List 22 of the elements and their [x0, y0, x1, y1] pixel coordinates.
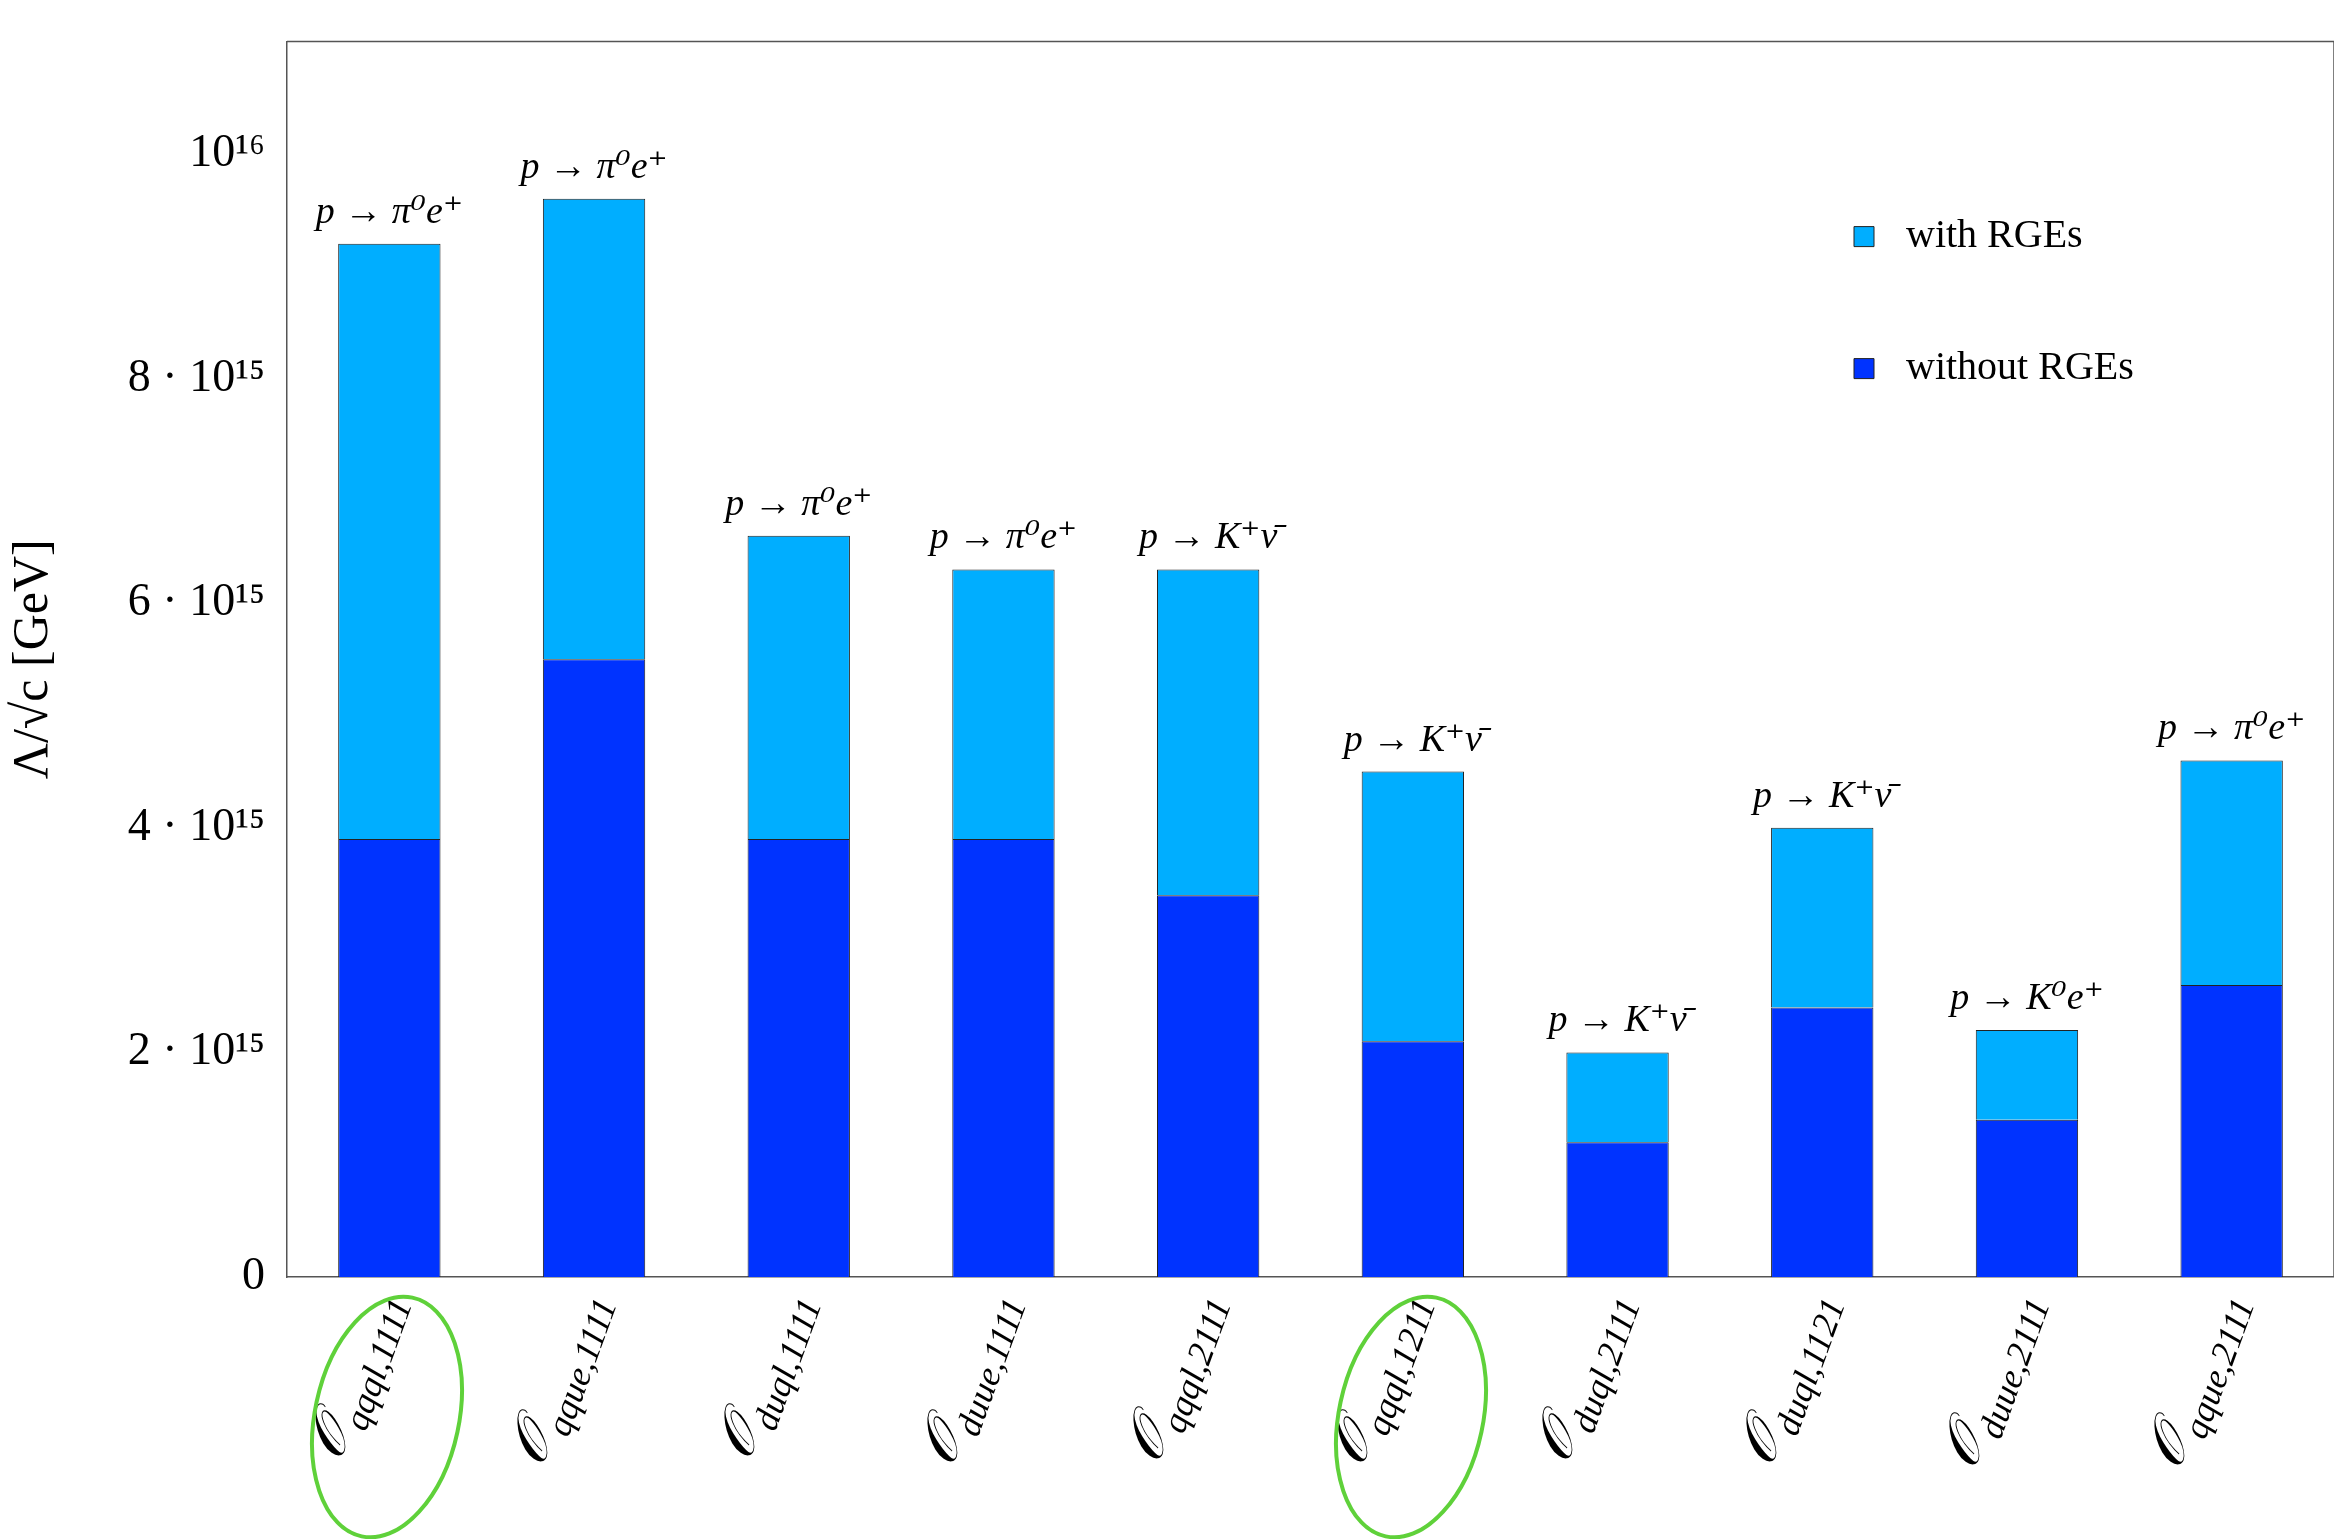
- legend-label: without RGEs: [1906, 343, 2134, 389]
- annotation: p → π⁰e⁺: [312, 188, 463, 231]
- annotation: p → K⁺ν̄: [1136, 514, 1288, 557]
- annotation: p → K⁺ν̄: [1750, 772, 1902, 815]
- annotation: p → K⁺ν̄: [1545, 997, 1697, 1040]
- legend-label: with RGEs: [1906, 211, 2083, 257]
- y-tick-label: 8 · 10¹⁵: [127, 349, 265, 401]
- annotation: p → π⁰e⁺: [926, 514, 1078, 557]
- x-tick-label: 𝒪qque,1111: [493, 1292, 625, 1473]
- annotation: p → π⁰e⁺: [2155, 705, 2306, 748]
- annotation: p → π⁰e⁺: [722, 480, 873, 523]
- annotation: p → K⁺ν̄: [1340, 716, 1492, 759]
- annotation: p → K⁰e⁺: [1947, 974, 2104, 1017]
- y-tick-label: 6 · 10¹⁵: [127, 574, 265, 626]
- y-tick-label: 0: [242, 1248, 265, 1300]
- annotation: p → π⁰e⁺: [517, 143, 668, 186]
- x-tick-label: 𝒪qqql,2111: [1108, 1292, 1239, 1470]
- y-tick-label: 10¹⁶: [189, 124, 265, 176]
- y-axis-title: Λ/√c [GeV]: [2, 539, 59, 780]
- y-tick-label: 2 · 10¹⁵: [127, 1023, 265, 1075]
- x-tick-label: 𝒪qqql,1111: [290, 1292, 421, 1467]
- y-tick-label: 4 · 10¹⁵: [127, 798, 265, 850]
